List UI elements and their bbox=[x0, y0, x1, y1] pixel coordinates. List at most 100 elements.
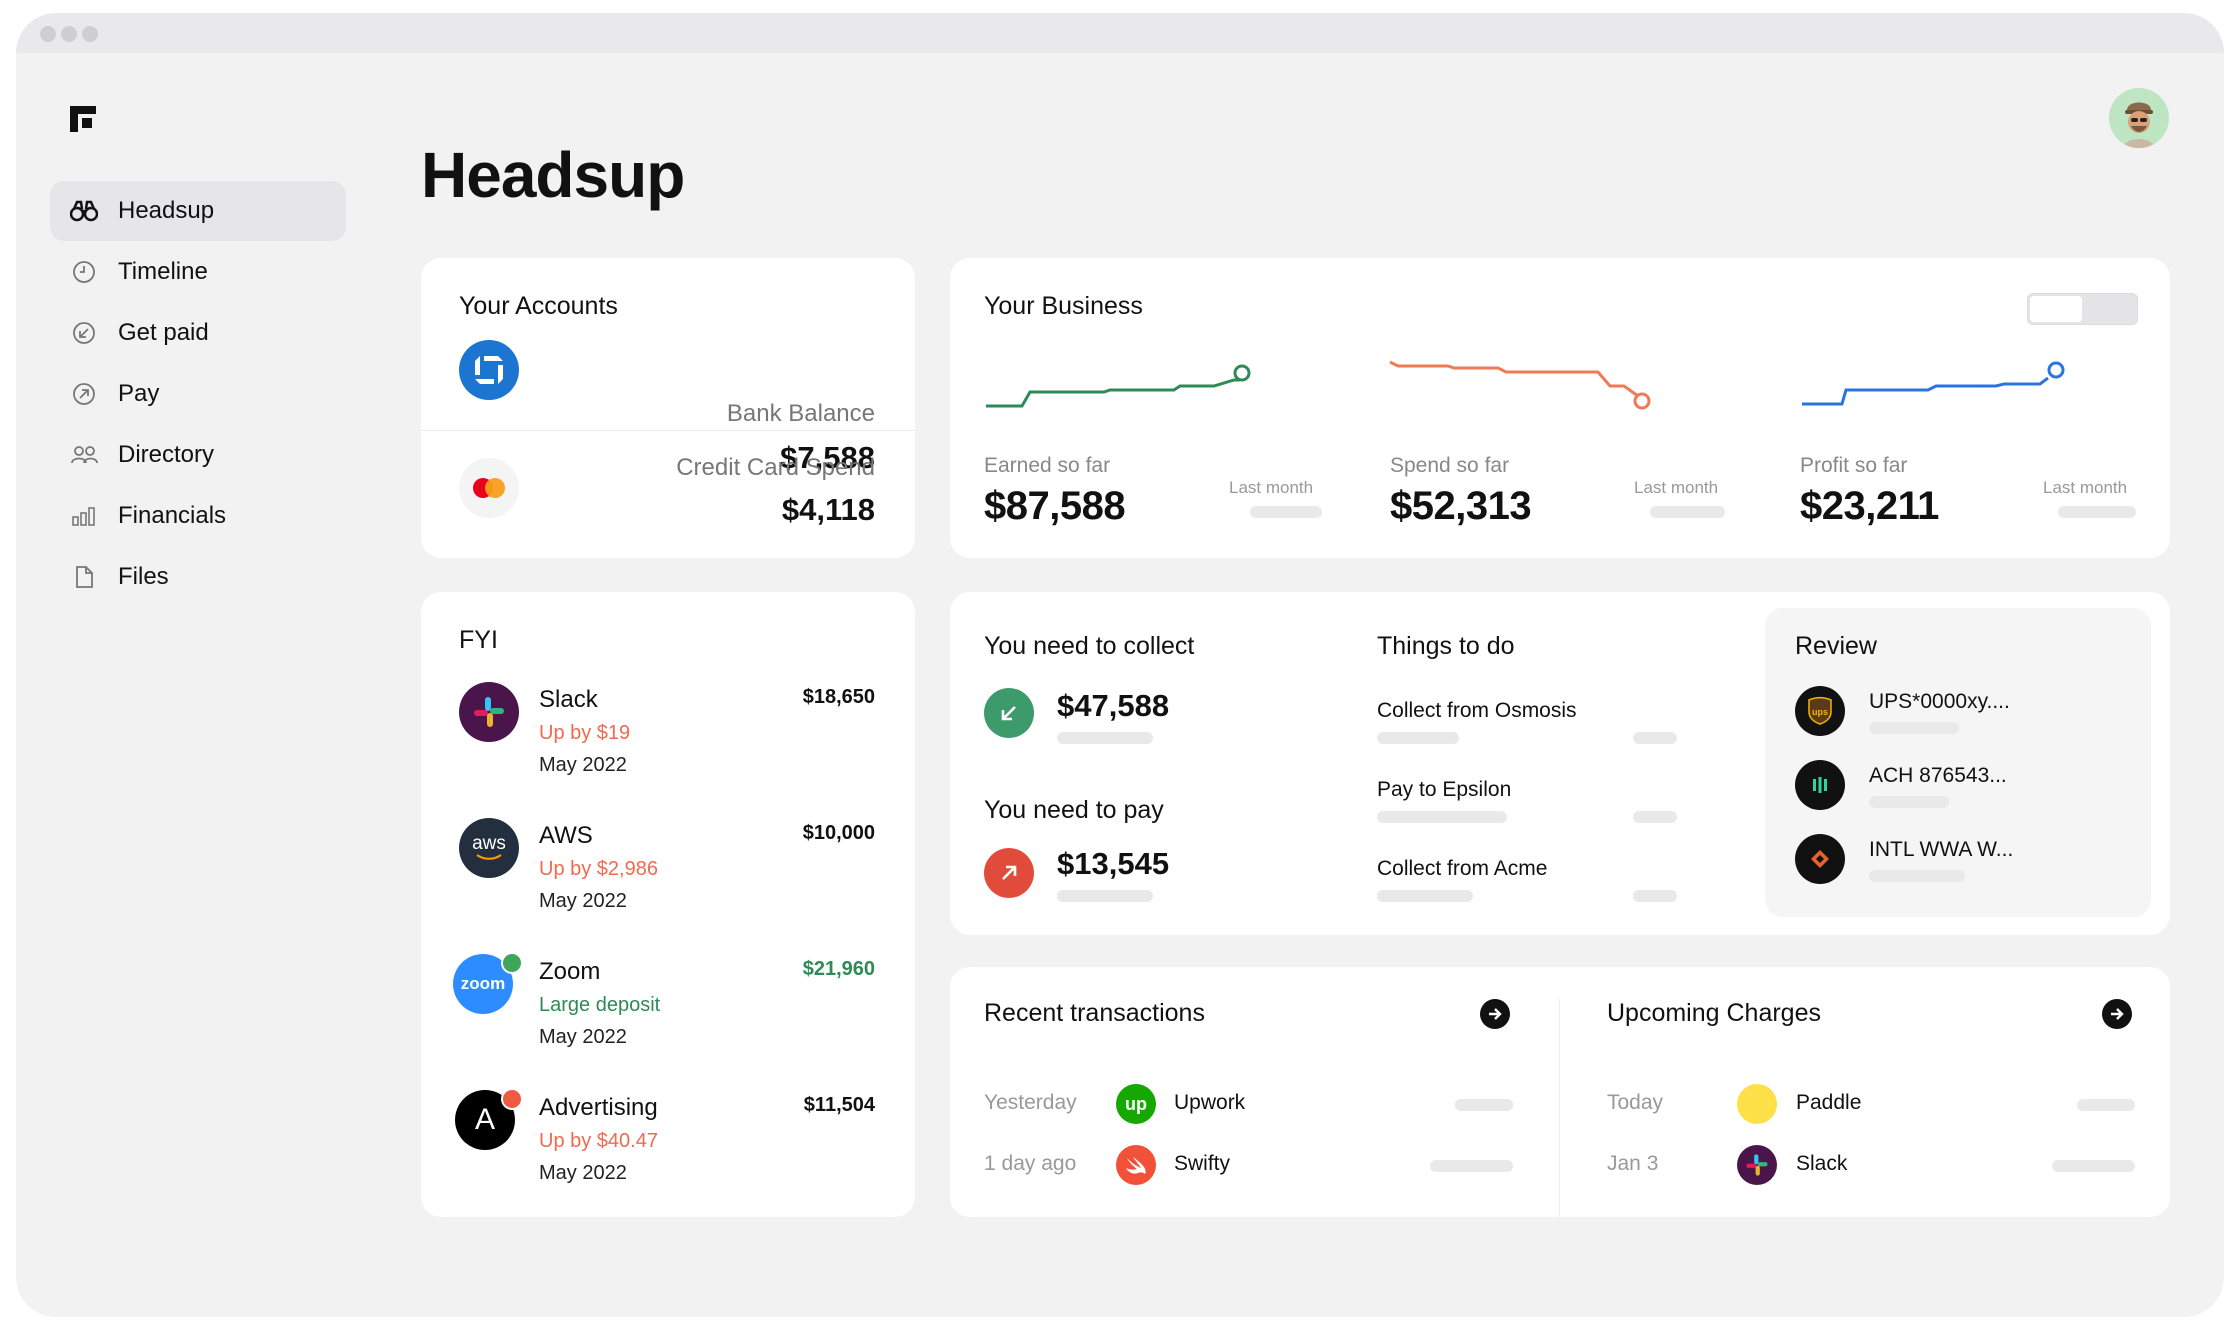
sidebar-item-label: Get paid bbox=[118, 319, 209, 346]
upcoming-row-when: Jan 3 bbox=[1607, 1152, 1659, 1175]
fyi-item-amount: $18,650 bbox=[802, 686, 875, 708]
fyi-item-slack[interactable]: Slack Up by $19 May 2022 $18,650 bbox=[421, 682, 915, 812]
fyi-item-date: May 2022 bbox=[539, 754, 627, 776]
window-close-dot[interactable] bbox=[40, 26, 56, 42]
svg-text:ups: ups bbox=[1812, 707, 1828, 717]
fyi-item-date: May 2022 bbox=[539, 1162, 627, 1184]
recent-row-name: Swifty bbox=[1174, 1152, 1231, 1175]
todo-item-bar bbox=[1377, 732, 1459, 744]
fyi-item-amount: $10,000 bbox=[802, 822, 875, 844]
fyi-item-name: Slack bbox=[539, 686, 598, 713]
recent-row-amount-bar bbox=[1455, 1099, 1513, 1111]
todo-item-bar bbox=[1377, 890, 1473, 902]
fyi-item-amount: $11,504 bbox=[803, 1094, 875, 1116]
credit-card-row[interactable]: Credit Card Spend $4,118 bbox=[421, 430, 915, 546]
credit-card-label: Credit Card Spend bbox=[676, 454, 875, 481]
clock-icon bbox=[70, 258, 98, 286]
fyi-item-change: Up by $19 bbox=[539, 722, 631, 744]
ach-icon bbox=[1795, 760, 1845, 810]
bar-chart-icon bbox=[70, 502, 98, 530]
upwork-icon: up bbox=[1116, 1084, 1156, 1124]
fyi-card: FYI Slack Up by $19 May 2022 $18,650 aws… bbox=[421, 592, 915, 1217]
todo-title: Things to do bbox=[1377, 632, 1515, 660]
todo-item-meta-bar bbox=[1633, 732, 1677, 744]
accounts-card: Your Accounts Bank Balance $7,588 Credit… bbox=[421, 258, 915, 558]
todo-item-meta-bar bbox=[1633, 811, 1677, 823]
collect-bar bbox=[1057, 732, 1153, 744]
spend-value: $52,313 bbox=[1390, 484, 1532, 528]
recent-row-amount-bar bbox=[1430, 1160, 1513, 1172]
review-item-bar bbox=[1869, 870, 1965, 882]
accounts-divider bbox=[421, 430, 915, 431]
upcoming-row-amount-bar bbox=[2077, 1099, 2135, 1111]
transactions-divider bbox=[1559, 999, 1560, 1217]
zoom-icon: zoom bbox=[453, 954, 513, 1014]
fyi-item-name: AWS bbox=[539, 822, 593, 849]
fyi-item-zoom[interactable]: zoom Zoom Large deposit May 2022 $21,960 bbox=[421, 952, 915, 1084]
arrow-down-left-circle-icon bbox=[70, 319, 98, 347]
aws-icon: aws bbox=[459, 818, 519, 878]
window-titlebar bbox=[16, 13, 2224, 53]
sidebar-item-label: Financials bbox=[118, 502, 227, 529]
window-minimize-dot[interactable] bbox=[61, 26, 77, 42]
todo-item-label: Collect from Osmosis bbox=[1377, 699, 1577, 722]
recent-row-when: Yesterday bbox=[984, 1091, 1077, 1114]
profit-last-month-bar bbox=[2058, 506, 2136, 518]
recent-view-all-button[interactable] bbox=[1480, 999, 1510, 1029]
credit-card-value: $4,118 bbox=[781, 492, 875, 527]
user-avatar-icon[interactable] bbox=[2109, 88, 2169, 148]
sidebar-item-timeline[interactable]: Timeline bbox=[50, 242, 346, 302]
toggle-switch-icon[interactable] bbox=[2027, 293, 2138, 325]
paddle-icon bbox=[1737, 1084, 1777, 1124]
upcoming-view-all-button[interactable] bbox=[2102, 999, 2132, 1029]
collect-title: You need to collect bbox=[984, 632, 1195, 660]
sidebar-item-label: Directory bbox=[118, 441, 215, 468]
todo-item-label: Pay to Epsilon bbox=[1377, 778, 1512, 801]
fyi-item-date: May 2022 bbox=[539, 1026, 627, 1048]
review-title: Review bbox=[1795, 632, 1877, 660]
bank-balance-row[interactable]: Bank Balance $7,588 bbox=[421, 320, 915, 475]
earned-last-month-bar bbox=[1250, 506, 1322, 518]
sidebar-item-files[interactable]: Files bbox=[50, 547, 346, 607]
todo-item-meta-bar bbox=[1633, 890, 1677, 902]
page-title: Headsup bbox=[421, 139, 685, 211]
arrow-up-right-circle-icon bbox=[70, 380, 98, 408]
todo-item-label: Collect from Acme bbox=[1377, 857, 1548, 880]
pay-title: You need to pay bbox=[984, 796, 1164, 824]
mastercard-icon bbox=[459, 458, 519, 518]
people-icon bbox=[70, 441, 98, 469]
transactions-card: Recent transactions Yesterday up Upwork … bbox=[950, 967, 2170, 1217]
sidebar-item-directory[interactable]: Directory bbox=[50, 425, 346, 485]
fyi-item-advertising[interactable]: A Advertising Up by $40.47 May 2022 $11,… bbox=[421, 1088, 915, 1220]
sidebar-item-label: Headsup bbox=[118, 197, 215, 224]
fyi-item-date: May 2022 bbox=[539, 890, 627, 912]
bank-balance-value: $7,588 bbox=[780, 440, 875, 475]
spend-label: Spend so far bbox=[1390, 454, 1510, 477]
business-card: Your Business Earned so far $87,588 Last… bbox=[950, 258, 2170, 558]
pay-value[interactable]: $13,545 bbox=[1057, 846, 1170, 881]
review-item-bar bbox=[1869, 796, 1949, 808]
sidebar-item-get-paid[interactable]: Get paid bbox=[50, 303, 346, 363]
sidebar-item-financials[interactable]: Financials bbox=[50, 486, 346, 546]
arrow-right-icon bbox=[1489, 1008, 1502, 1020]
earned-sparkline bbox=[986, 364, 1251, 408]
fyi-item-name: Advertising bbox=[539, 1094, 658, 1121]
ups-icon: ups bbox=[1795, 686, 1845, 736]
sidebar-nav: Headsup Timeline Get paid Pay Directory bbox=[50, 181, 346, 608]
fyi-item-change: Up by $40.47 bbox=[539, 1130, 658, 1152]
profit-sparkline bbox=[1802, 361, 2065, 406]
upcoming-row-name: Paddle bbox=[1796, 1091, 1862, 1114]
review-panel: Review ups UPS*0000xy.... ACH 876543... … bbox=[1765, 608, 2151, 917]
sidebar-item-pay[interactable]: Pay bbox=[50, 364, 346, 424]
sidebar-item-label: Timeline bbox=[118, 258, 208, 285]
file-icon bbox=[70, 563, 98, 591]
recent-row-when: 1 day ago bbox=[984, 1152, 1077, 1175]
intl-icon bbox=[1795, 834, 1845, 884]
brand-logo-icon[interactable] bbox=[70, 106, 96, 132]
window-maximize-dot[interactable] bbox=[82, 26, 98, 42]
profit-last-month-label: Last month bbox=[2043, 478, 2128, 497]
collect-value[interactable]: $47,588 bbox=[1057, 688, 1170, 723]
fyi-item-aws[interactable]: aws AWS Up by $2,986 May 2022 $10,000 bbox=[421, 818, 915, 948]
sidebar-item-headsup[interactable]: Headsup bbox=[50, 181, 346, 241]
review-item-label: INTL WWA W... bbox=[1869, 838, 2014, 861]
